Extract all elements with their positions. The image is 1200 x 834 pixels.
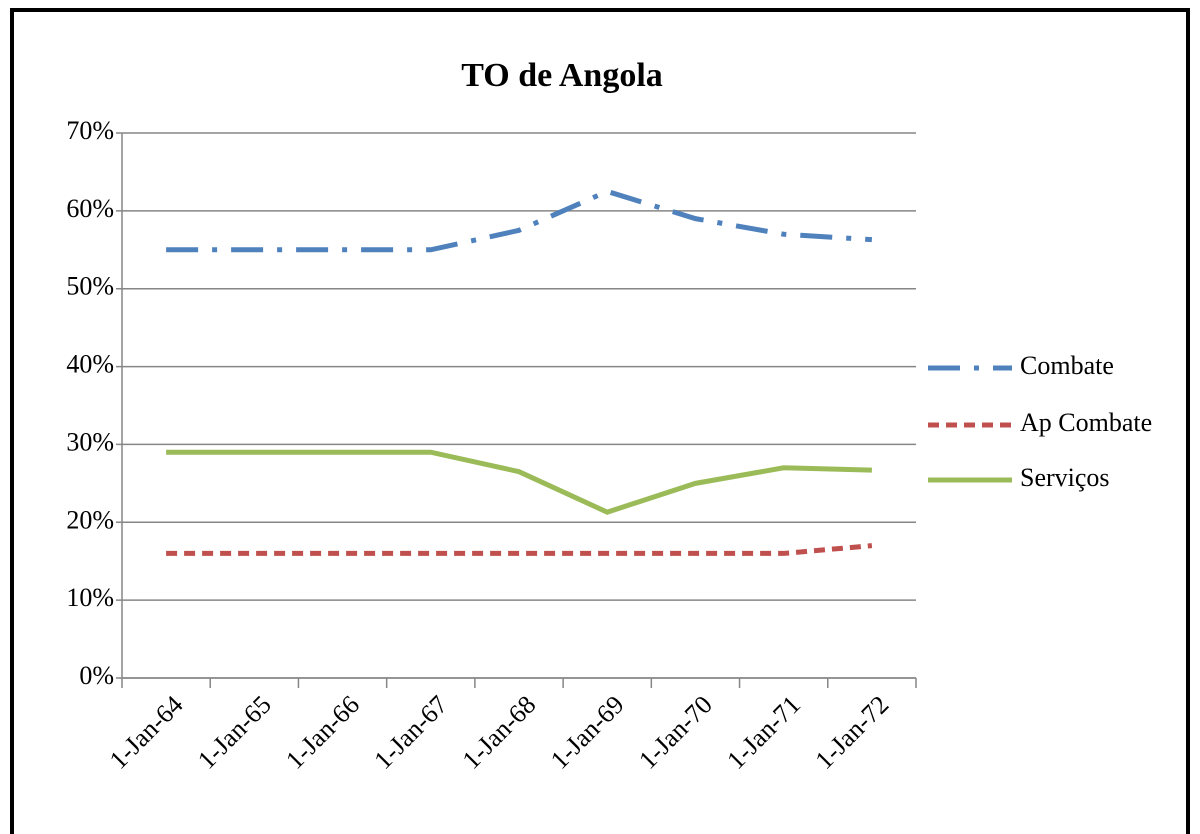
y-tick-label: 20% — [66, 505, 114, 534]
y-tick-label: 70% — [66, 116, 114, 145]
y-tick-label: 0% — [79, 661, 114, 690]
chart-border — [10, 8, 1190, 834]
chart-title: TO de Angola — [461, 57, 663, 94]
y-tick-label: 40% — [66, 350, 114, 379]
series-line — [166, 543, 873, 556]
series-line — [166, 188, 873, 253]
legend-label: Combate — [1020, 351, 1114, 380]
y-tick-label: 30% — [66, 427, 114, 456]
y-tick-label: 50% — [66, 272, 114, 301]
series-line — [166, 449, 872, 515]
legend-label: Ap Combate — [1020, 408, 1152, 437]
y-tick-label: 60% — [66, 194, 114, 223]
legend-label: Serviços — [1020, 463, 1110, 492]
y-tick-label: 10% — [66, 583, 114, 612]
